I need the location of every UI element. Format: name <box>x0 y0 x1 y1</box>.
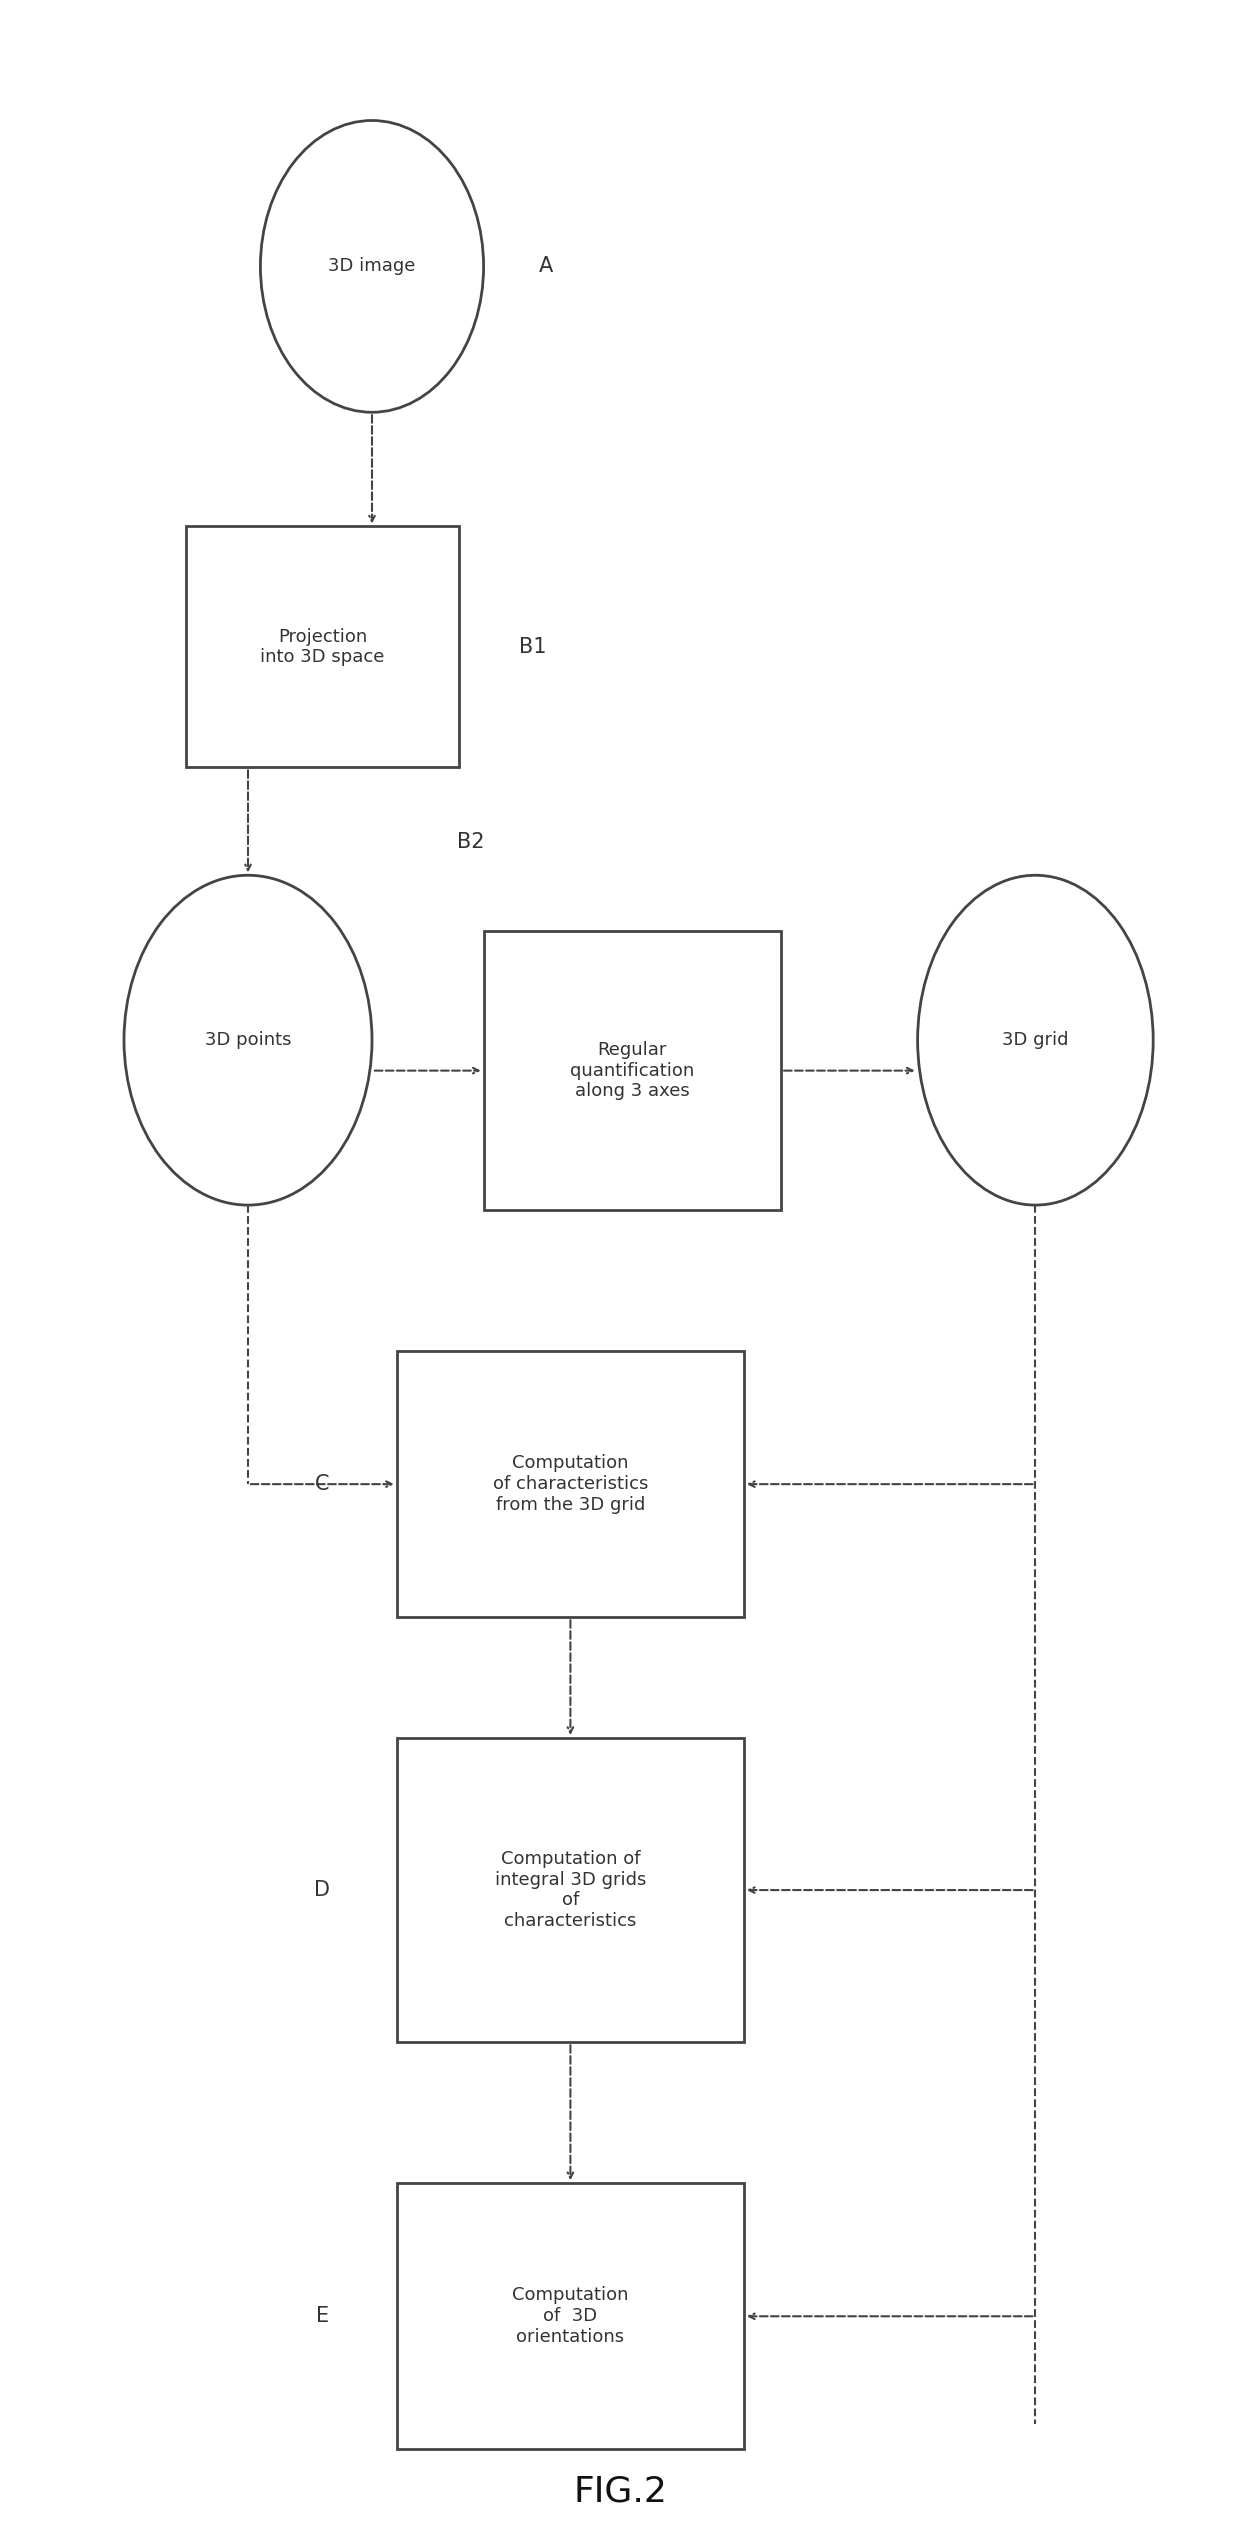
Text: FIG.2: FIG.2 <box>573 2474 667 2509</box>
Text: Projection
into 3D space: Projection into 3D space <box>260 627 384 667</box>
Bar <box>397 1352 744 1619</box>
Text: Computation
of characteristics
from the 3D grid: Computation of characteristics from the … <box>492 1454 649 1515</box>
Text: E: E <box>316 2306 329 2326</box>
Ellipse shape <box>918 875 1153 1205</box>
Text: 3D points: 3D points <box>205 1030 291 1050</box>
Ellipse shape <box>260 119 484 411</box>
Text: B1: B1 <box>520 637 547 657</box>
Bar <box>484 931 781 1210</box>
Text: Regular
quantification
along 3 axes: Regular quantification along 3 axes <box>570 1040 694 1101</box>
Text: 3D image: 3D image <box>329 256 415 277</box>
Text: A: A <box>538 256 553 277</box>
Bar <box>397 1738 744 2042</box>
Text: Computation of
integral 3D grids
of
characteristics: Computation of integral 3D grids of char… <box>495 1849 646 1931</box>
Text: 3D grid: 3D grid <box>1002 1030 1069 1050</box>
Bar <box>397 2182 744 2451</box>
Bar <box>186 528 459 766</box>
Text: Computation
of  3D
orientations: Computation of 3D orientations <box>512 2286 629 2347</box>
Ellipse shape <box>124 875 372 1205</box>
Text: D: D <box>315 1880 330 1900</box>
Text: C: C <box>315 1474 330 1494</box>
Text: B2: B2 <box>458 832 485 852</box>
